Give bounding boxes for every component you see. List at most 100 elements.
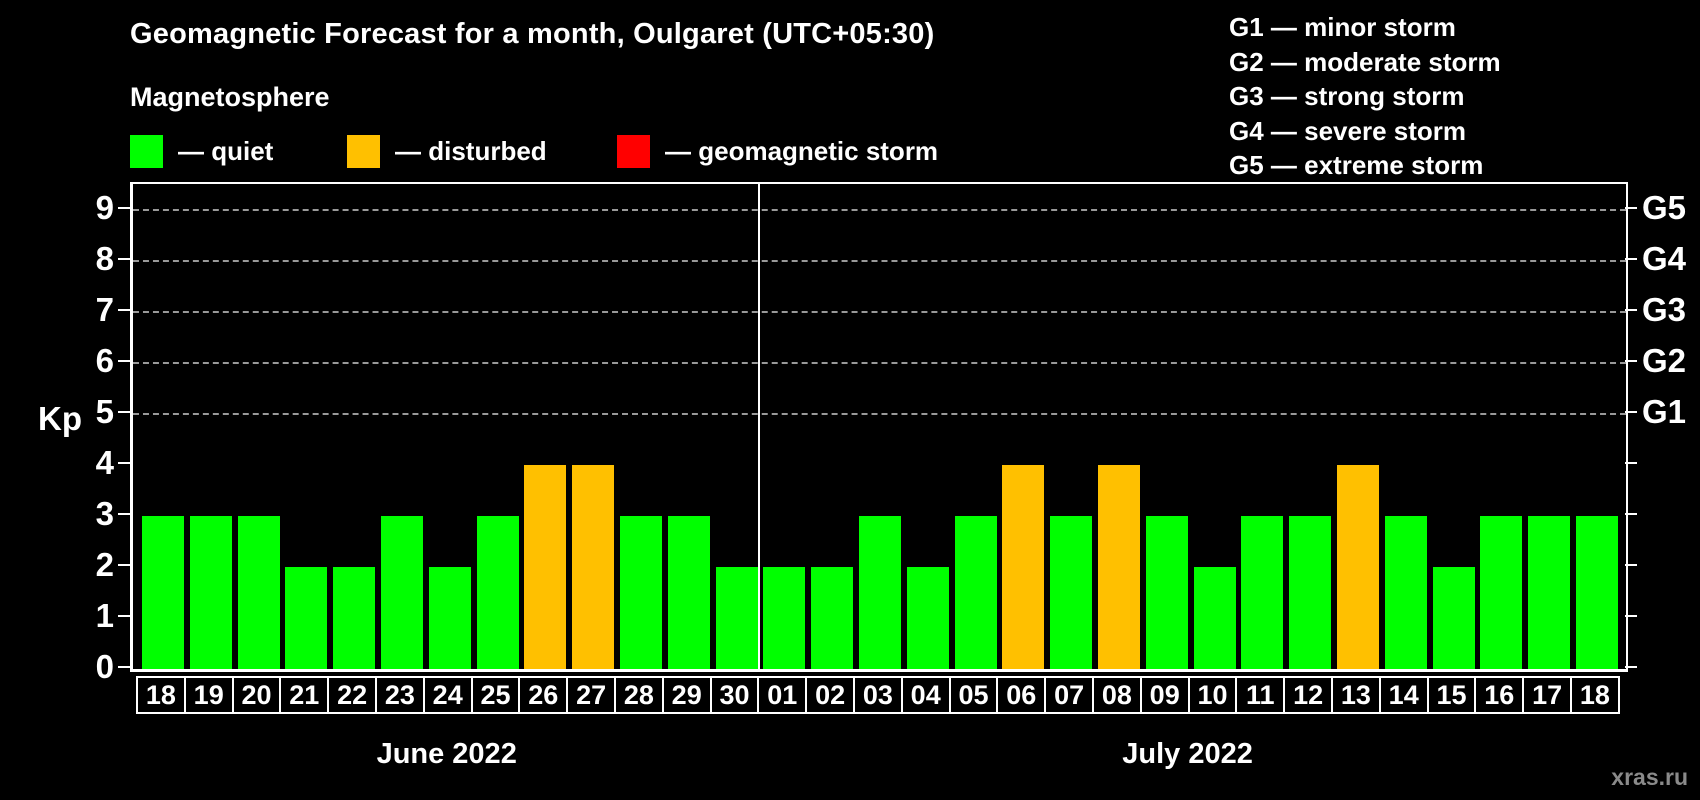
bar-june-20 — [237, 516, 280, 669]
y-tick-label-5: 5 — [95, 393, 114, 430]
y-tick-right-2 — [1625, 564, 1637, 566]
day-label-july-18: 18 — [1570, 676, 1620, 714]
y-axis-title: Kp — [38, 400, 82, 437]
day-label-june-21: 21 — [279, 676, 330, 714]
bar-june-25 — [476, 516, 519, 669]
y-tick-left-1 — [118, 615, 130, 617]
magnetosphere-label: Magnetosphere — [130, 82, 330, 112]
bar-june-27 — [572, 465, 615, 669]
month-label-july: July 2022 — [1122, 738, 1253, 770]
y-tick-left-2 — [118, 564, 130, 566]
g-axis-label-g4: G4 — [1642, 240, 1687, 277]
bar-july-07 — [1050, 516, 1093, 669]
day-label-june-26: 26 — [518, 676, 569, 714]
bar-july-02 — [811, 567, 854, 669]
day-label-july-13: 13 — [1331, 676, 1381, 714]
g4-legend-line: G4 — severe storm — [1229, 115, 1467, 146]
gridline-kp-7 — [133, 311, 1626, 313]
day-label-july-03: 03 — [853, 676, 903, 714]
day-label-june-22: 22 — [327, 676, 377, 714]
y-tick-right-7 — [1625, 309, 1637, 311]
bar-july-04 — [906, 567, 949, 669]
bar-july-08 — [1098, 465, 1140, 669]
bar-june-24 — [428, 567, 471, 669]
bar-july-05 — [954, 516, 997, 669]
bar-june-29 — [667, 516, 710, 669]
legend-storm-label: — geomagnetic storm — [665, 135, 939, 166]
y-tick-right-3 — [1625, 513, 1637, 515]
day-label-july-17: 17 — [1522, 676, 1572, 714]
day-label-june-23: 23 — [375, 676, 425, 714]
bar-july-10 — [1193, 567, 1236, 669]
legend-item-storm: — geomagnetic storm — [617, 134, 938, 168]
y-tick-left-6 — [118, 360, 130, 362]
day-label-july-11: 11 — [1235, 676, 1286, 714]
day-label-june-19: 19 — [183, 676, 234, 714]
y-tick-left-4 — [118, 462, 130, 464]
g-axis-label-g2: G2 — [1642, 342, 1687, 379]
y-tick-right-8 — [1625, 258, 1637, 260]
legend-item-quiet: — quiet — [130, 134, 273, 168]
day-label-july-10: 10 — [1187, 676, 1238, 714]
y-tick-left-8 — [118, 258, 130, 260]
g2-legend-line: G2 — moderate storm — [1229, 46, 1501, 77]
bar-july-12 — [1289, 516, 1332, 669]
bar-june-23 — [381, 516, 423, 669]
y-tick-left-9 — [118, 207, 130, 209]
g3-legend-line: G3 — strong storm — [1229, 81, 1465, 111]
g-axis-label-g3: G3 — [1642, 291, 1687, 328]
day-label-july-16: 16 — [1474, 676, 1525, 714]
day-label-july-02: 02 — [805, 676, 855, 714]
bar-july-13 — [1337, 465, 1379, 669]
y-tick-label-6: 6 — [95, 342, 114, 379]
day-label-july-08: 08 — [1092, 676, 1142, 714]
day-label-june-24: 24 — [422, 676, 473, 714]
day-label-july-15: 15 — [1426, 676, 1477, 714]
bar-july-06 — [1002, 465, 1045, 669]
bar-june-28 — [620, 516, 662, 669]
bar-july-17 — [1528, 516, 1571, 669]
bar-june-30 — [715, 567, 758, 669]
bar-june-22 — [333, 567, 376, 669]
bar-july-16 — [1480, 516, 1523, 669]
disturbed-color-swatch — [347, 134, 380, 168]
legend-item-disturbed: — disturbed — [347, 134, 547, 168]
day-label-july-04: 04 — [900, 676, 951, 714]
g1-legend-line: G1 — minor storm — [1229, 12, 1456, 42]
y-tick-right-0 — [1625, 666, 1637, 668]
day-label-july-05: 05 — [948, 676, 999, 714]
y-tick-right-9 — [1625, 207, 1637, 209]
y-tick-label-7: 7 — [95, 291, 114, 328]
bar-june-18 — [142, 516, 184, 669]
y-tick-label-8: 8 — [95, 240, 114, 277]
bar-june-26 — [524, 465, 567, 669]
watermark: xras.ru — [1611, 764, 1688, 790]
day-label-july-07: 07 — [1044, 676, 1094, 714]
day-label-july-14: 14 — [1378, 676, 1429, 714]
g-axis-label-g1: G1 — [1642, 393, 1687, 430]
g-scale-legend: G1 — minor storm G2 — moderate storm G3 … — [1229, 10, 1501, 183]
y-tick-right-4 — [1625, 462, 1637, 464]
y-tick-label-3: 3 — [95, 495, 114, 532]
y-tick-right-1 — [1625, 615, 1637, 617]
y-tick-label-0: 0 — [95, 648, 114, 685]
y-tick-right-5 — [1625, 411, 1637, 413]
bar-july-15 — [1432, 567, 1475, 669]
gridline-kp-9 — [133, 209, 1626, 211]
y-tick-left-0 — [118, 666, 130, 668]
legend-disturbed-label: — disturbed — [395, 135, 547, 166]
day-label-july-12: 12 — [1283, 676, 1333, 714]
day-label-june-25: 25 — [470, 676, 521, 714]
bar-june-19 — [189, 516, 232, 669]
g5-legend-line: G5 — extreme storm — [1229, 150, 1484, 180]
y-tick-label-2: 2 — [95, 546, 114, 583]
day-label-june-18: 18 — [136, 676, 186, 714]
y-tick-left-7 — [118, 309, 130, 311]
y-tick-right-6 — [1625, 360, 1637, 362]
day-label-july-01: 01 — [757, 676, 808, 714]
month-divider — [758, 184, 761, 669]
gridline-kp-8 — [133, 260, 1626, 262]
day-label-june-28: 28 — [614, 676, 664, 714]
gridline-kp-6 — [133, 362, 1626, 364]
